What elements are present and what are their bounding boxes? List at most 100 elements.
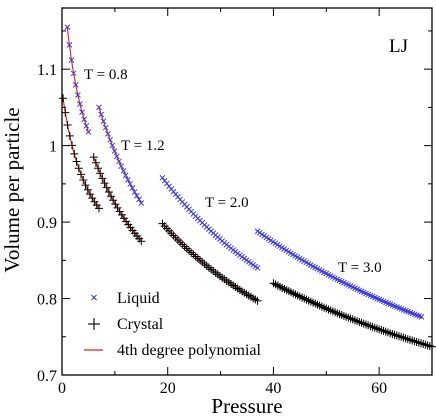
crystal-point: [91, 158, 100, 167]
series-crystal-t30: [269, 279, 436, 351]
y-tick-label: 0.9: [37, 215, 57, 232]
crystal-point: [107, 192, 116, 201]
crystal-point: [119, 214, 128, 223]
annotation-t12: T = 1.2: [121, 138, 165, 154]
series-crystal-t12: [89, 153, 146, 246]
liquid-point: [98, 111, 105, 118]
crystal-point: [65, 131, 74, 140]
liquid-point: [122, 172, 129, 179]
liquid-point: [131, 189, 138, 195]
y-tick-label: 1: [49, 139, 57, 156]
crystal-point: [86, 190, 95, 199]
crystal-point: [278, 283, 287, 292]
liquid-point: [125, 176, 131, 183]
crystal-point: [271, 280, 280, 289]
liquid-point: [83, 123, 90, 129]
x-tick-label: 40: [265, 380, 281, 397]
crystal-point: [390, 330, 399, 339]
series-liquid-t12: [96, 104, 145, 206]
liquid-point: [129, 185, 136, 191]
plot-frame: [61, 7, 433, 376]
corner-label: LJ: [389, 36, 408, 57]
crystal-point: [401, 334, 410, 343]
liquid-point: [81, 116, 88, 123]
crystal-point: [410, 337, 419, 346]
liquid-point: [77, 101, 83, 107]
legend-marker-crystal: [88, 318, 100, 330]
liquid-point: [68, 57, 75, 63]
liquid-point: [138, 200, 145, 206]
liquid-point: [85, 129, 92, 135]
legend-label-polynomial: 4th degree polynomial: [117, 342, 262, 359]
liquid-point: [100, 118, 107, 125]
legend-label-liquid: Liquid: [117, 290, 160, 307]
series-liquid-t08: [64, 24, 92, 135]
legend-label-crystal: Crystal: [117, 316, 164, 333]
crystal-point: [423, 341, 432, 350]
liquid-point: [254, 265, 261, 271]
liquid-point: [107, 136, 113, 143]
crystal-point: [280, 284, 289, 293]
crystal-point: [100, 179, 109, 188]
liquid-point: [127, 181, 134, 187]
crystal-point: [414, 338, 423, 347]
x-tick-label: 20: [160, 380, 176, 397]
liquid-point: [133, 192, 140, 199]
liquid-point: [75, 92, 81, 98]
y-tick-label: 0.7: [37, 368, 57, 385]
crystal-point: [113, 203, 122, 212]
crystal-point: [397, 332, 406, 341]
crystal-point: [253, 296, 262, 305]
x-axis-label: Pressure: [211, 394, 282, 418]
crystal-point: [405, 335, 414, 344]
crystal-point: [70, 149, 79, 158]
x-tick-label: 60: [371, 380, 387, 397]
crystal-point: [419, 340, 428, 349]
crystal-point: [408, 336, 417, 345]
crystal-point: [63, 120, 72, 129]
crystal-point: [115, 207, 124, 216]
liquid-point: [79, 109, 85, 115]
crystal-point: [72, 157, 81, 166]
liquid-point: [116, 158, 122, 165]
liquid-point: [136, 196, 142, 203]
x-tick-label: 0: [58, 380, 66, 397]
y-tick-label: 1.1: [37, 62, 57, 79]
crystal-point: [88, 194, 97, 203]
liquid-point: [105, 131, 111, 137]
annotation-t30: T = 3.0: [338, 260, 382, 276]
crystal-point: [94, 164, 103, 173]
crystal-point: [111, 200, 120, 209]
crystal-point: [394, 332, 403, 341]
y-tick-label: 0.8: [37, 292, 57, 309]
crystal-point: [109, 196, 118, 205]
polynomial-fit-line: [98, 107, 142, 204]
polynomial-fit-line: [93, 156, 142, 242]
liquid-point: [118, 163, 125, 170]
liquid-point: [102, 124, 109, 131]
crystal-point: [83, 185, 92, 194]
crystal-point: [104, 188, 113, 197]
liquid-point: [109, 142, 116, 149]
crystal-point: [399, 333, 408, 342]
crystal-point: [59, 94, 68, 103]
crystal-point: [79, 176, 88, 185]
liquid-point: [72, 81, 79, 88]
crystal-point: [89, 153, 98, 162]
crystal-point: [276, 282, 285, 291]
series-liquid-t20: [159, 174, 261, 271]
legend-marker-liquid: [91, 294, 97, 301]
crystal-point: [95, 204, 103, 213]
crystal-point: [81, 181, 90, 190]
annotation-t20: T = 2.0: [205, 195, 249, 211]
legend: Liquid Crystal 4th degree polynomial: [84, 290, 262, 359]
crystal-point: [117, 210, 126, 219]
liquid-point: [66, 42, 73, 48]
crystal-point: [392, 331, 401, 340]
crystal-point: [412, 337, 421, 346]
crystal-point: [403, 335, 412, 344]
polynomial-fit-line: [161, 177, 258, 269]
series-crystal-t08: [59, 94, 103, 213]
y-axis-label: Volume per particle: [0, 107, 24, 272]
